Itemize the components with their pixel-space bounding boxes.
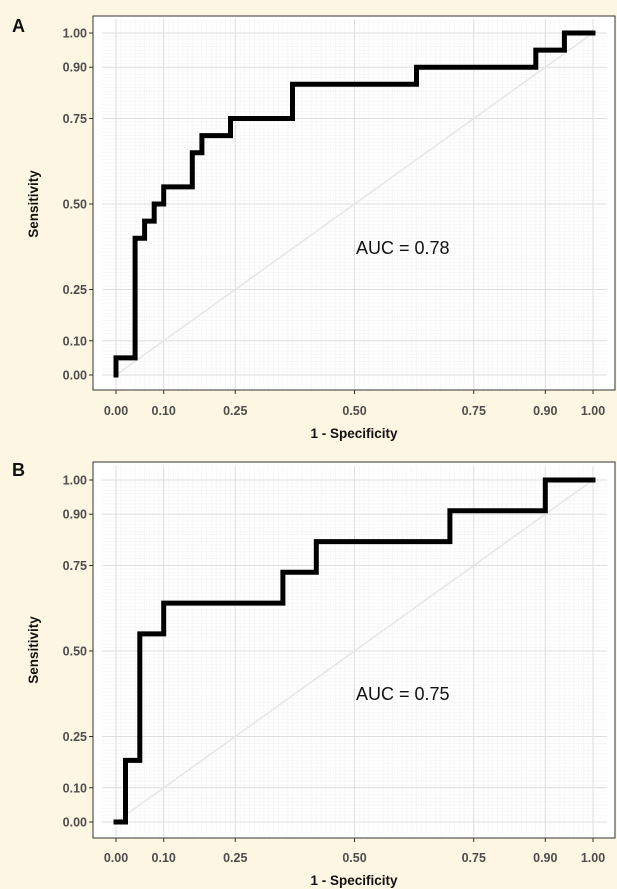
roc-curve-a (113, 30, 596, 378)
x-tick-label: 0.90 (533, 851, 557, 865)
y-tick-label: 0.25 (63, 283, 87, 297)
x-ticks-b: 0.00 0.10 0.25 0.50 0.75 0.90 1.00 (104, 838, 605, 865)
y-ticks-b: 0.00 0.10 0.25 0.50 0.75 0.90 1.00 (63, 474, 93, 830)
y-tick-label: 1.00 (63, 474, 87, 488)
y-axis-title-b: Sensitivity (26, 616, 41, 684)
x-tick-label: 0.75 (462, 851, 486, 865)
y-tick-label: 0.90 (63, 61, 87, 75)
x-tick-label: 0.00 (104, 851, 128, 865)
x-tick-label: 0.10 (152, 851, 176, 865)
roc-curve-b (113, 477, 596, 825)
y-tick-label: 0.75 (63, 112, 87, 126)
x-tick-label: 0.10 (152, 404, 176, 418)
x-tick-label: 0.50 (342, 851, 366, 865)
roc-panel-b: B 0.000.100.250.500.750.901.00 0.00 0.10 0… (12, 460, 616, 888)
auc-annotation-a: AUC = 0.78 (356, 238, 450, 258)
diagonal-reference-b (115, 479, 594, 823)
grid-b (102, 466, 607, 836)
y-tick-label: 0.10 (63, 334, 87, 348)
x-tick-label: 0.25 (223, 851, 247, 865)
x-tick-label: 0.75 (462, 404, 486, 418)
x-tick-label: 1.00 (581, 404, 605, 418)
x-tick-label: 0.00 (104, 404, 128, 418)
x-tick-label: 0.25 (223, 404, 247, 418)
x-tick-label: 1.00 (581, 851, 605, 865)
diagonal-line (115, 32, 594, 376)
x-axis-title-b: 1 - Specificity (310, 873, 398, 888)
y-tick-label: 1.00 (63, 27, 87, 41)
x-tick-label: 0.90 (533, 404, 557, 418)
y-axis-title-a: Sensitivity (26, 170, 41, 238)
y-tick-label: 0.50 (63, 645, 87, 659)
x-axis-title-a: 1 - Specificity (310, 426, 398, 441)
y-tick-label: 0.75 (63, 559, 87, 573)
y-ticks-a: 0.00 0.10 0.25 0.50 0.75 0.90 1.00 (63, 27, 93, 383)
roc-panel-a: A 0.000.100.250.500.750.901.00 0.00 0.10 0… (12, 15, 616, 441)
diagonal-reference-a (115, 32, 594, 376)
x-tick-label: 0.50 (342, 404, 366, 418)
diagonal-line (115, 479, 594, 823)
auc-annotation-b: AUC = 0.75 (356, 684, 450, 704)
y-tick-label: 0.00 (63, 816, 87, 830)
y-tick-label: 0.50 (63, 198, 87, 212)
grid-a (102, 19, 607, 389)
panel-letter-a: A (12, 16, 25, 36)
x-ticks-a: 0.00 0.10 0.25 0.50 0.75 0.90 1.00 (104, 390, 605, 418)
y-tick-label: 0.00 (63, 369, 87, 383)
panel-letter-b: B (12, 460, 25, 480)
y-tick-label: 0.25 (63, 730, 87, 744)
y-tick-label: 0.90 (63, 508, 87, 522)
y-tick-label: 0.10 (63, 781, 87, 795)
